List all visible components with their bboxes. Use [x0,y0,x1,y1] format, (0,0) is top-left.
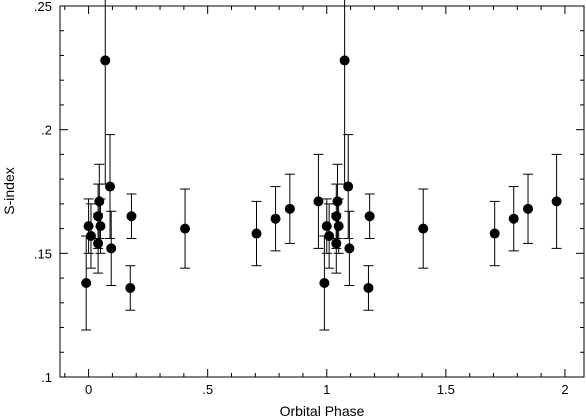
data-point [418,223,429,234]
data-point [332,196,343,207]
data-point [319,278,330,289]
data-point [284,203,295,214]
data-point [343,181,354,192]
y-tick-label: .15 [34,246,52,261]
data-point [489,228,500,239]
plot-frame [59,5,585,378]
y-axis-label: S-index [1,167,17,214]
data-point [100,55,111,66]
y-tick-label: .1 [41,370,52,385]
data-point [333,221,344,232]
x-tick-label: 1 [323,382,330,397]
data-point [180,223,191,234]
data-point [344,243,355,254]
x-tick-label: 1.5 [437,382,455,397]
data-point [106,243,117,254]
data-point [85,231,96,242]
data-point [331,238,342,249]
data-point [95,221,106,232]
data-point [321,221,332,232]
data-point [331,211,342,222]
x-tick-label: 0 [85,382,92,397]
data-point [270,213,281,224]
data-point [363,282,374,293]
data-point [93,211,104,222]
y-tick-label: .2 [41,123,52,138]
axis-ticks: 0 .5 1 1.5 2 .1 .15 .2 .25 [34,0,584,397]
data-point [93,238,104,249]
data-point [125,282,136,293]
data-point [251,228,262,239]
data-point [94,196,105,207]
data-point [364,211,375,222]
x-tick-label: 2 [561,382,568,397]
data-point [339,55,350,66]
x-axis-label: Orbital Phase [280,403,365,419]
data-point [105,181,116,192]
data-point [551,196,562,207]
data-point [508,213,519,224]
data-point [83,221,94,232]
data-point [313,196,324,207]
data-point [81,278,92,289]
data-point [523,203,534,214]
x-tick-label: .5 [202,382,213,397]
data-point [324,231,335,242]
data-points [81,55,562,293]
data-point [126,211,137,222]
y-tick-label: .25 [34,0,52,14]
